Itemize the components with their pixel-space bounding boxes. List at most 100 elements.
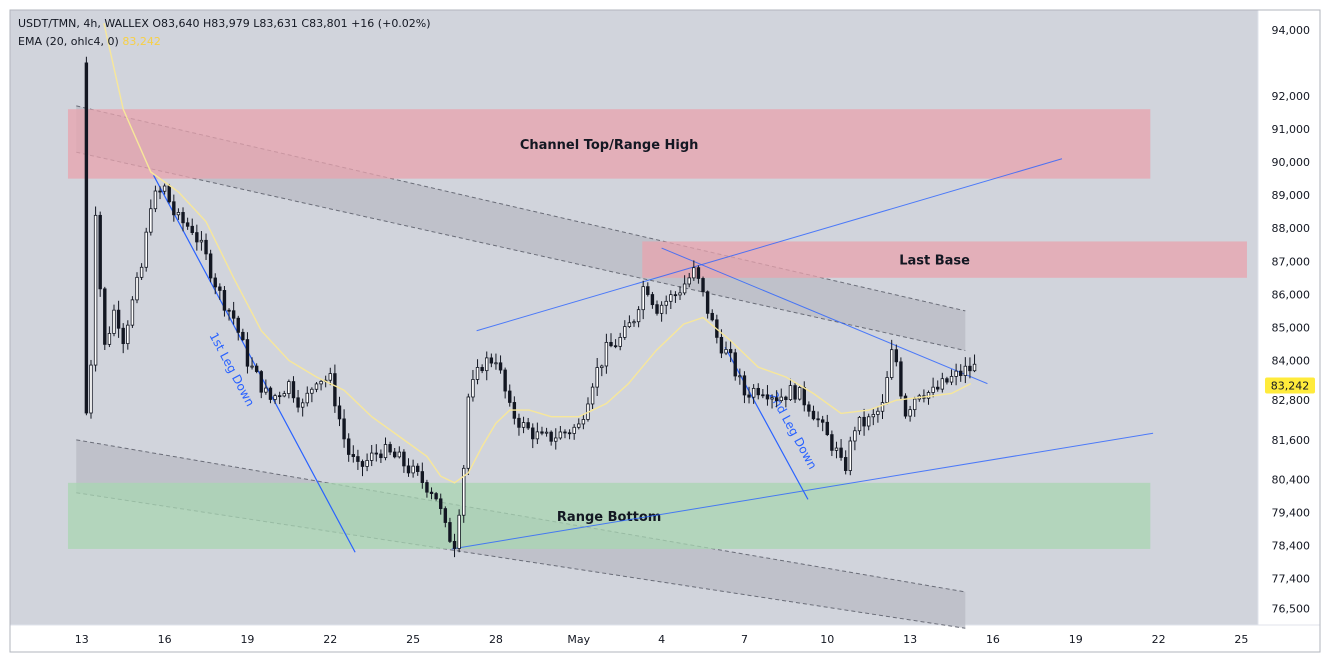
y-tick-label: 77,400 — [1272, 573, 1311, 586]
candle-body — [351, 454, 355, 457]
candle-body — [613, 345, 618, 348]
high-value: H83,979 — [203, 17, 250, 30]
candle-body — [825, 421, 829, 436]
candle-body — [535, 431, 540, 440]
candle-body — [636, 309, 641, 323]
candle-body — [393, 451, 397, 458]
y-tick-label: 76,500 — [1272, 602, 1311, 615]
candle-body — [167, 185, 171, 203]
support-zone — [67, 482, 1151, 549]
candle-body — [820, 419, 825, 423]
y-tick-label: 86,000 — [1272, 288, 1311, 301]
candle-body — [728, 349, 733, 354]
x-tick-label: 19 — [240, 633, 254, 646]
candle-body — [526, 422, 530, 429]
candle-body — [733, 352, 737, 377]
candle-body — [899, 361, 903, 397]
candle-body — [503, 369, 507, 392]
candle-body — [296, 397, 300, 408]
candle-body — [420, 471, 425, 483]
candle-body — [747, 394, 751, 398]
symbol-label[interactable]: USDT/TMN, 4h, WALLEX — [18, 17, 149, 30]
candle-body — [388, 444, 392, 453]
candle-body — [397, 451, 402, 458]
x-tick-label: 22 — [323, 633, 337, 646]
candle-body — [687, 277, 691, 285]
candle-body — [153, 190, 158, 210]
candle-body — [673, 294, 678, 297]
candle-body — [227, 309, 231, 312]
candle-body — [774, 397, 779, 402]
candle-body — [567, 432, 572, 435]
candle-body — [959, 370, 963, 376]
candle-body — [268, 387, 273, 400]
candle-body — [604, 341, 609, 367]
candle-body — [600, 365, 604, 368]
candle-body — [489, 357, 494, 364]
candle-body — [494, 362, 498, 365]
candle-body — [429, 491, 434, 494]
trend-line — [661, 247, 988, 385]
candle-body — [452, 541, 457, 549]
candle-body — [517, 417, 521, 428]
candle-body — [623, 326, 627, 338]
candle-body — [862, 416, 866, 427]
x-tick-label: 19 — [1069, 633, 1083, 646]
y-tick-label: 94,000 — [1272, 24, 1311, 37]
candle-body — [383, 444, 388, 459]
candle-body — [558, 431, 563, 439]
candle-body — [130, 299, 135, 326]
channel-lower-line — [76, 151, 966, 352]
candle-body — [139, 266, 144, 278]
candle-body — [779, 396, 783, 402]
x-tick-label: 28 — [489, 633, 503, 646]
candle-body — [172, 201, 176, 216]
candle-body — [439, 498, 443, 509]
y-tick-label: 89,000 — [1272, 189, 1311, 202]
candle-body — [669, 294, 673, 302]
candle-body — [346, 438, 351, 455]
candle-body — [181, 212, 185, 224]
candles-group — [84, 56, 977, 558]
y-tick-label: 90,000 — [1272, 156, 1311, 169]
trend-line — [724, 346, 809, 500]
candle-body — [659, 304, 664, 314]
x-tick-label: 7 — [741, 633, 748, 646]
candle-body — [89, 364, 93, 414]
candle-body — [245, 339, 250, 367]
candle-body — [314, 383, 319, 390]
symbol-info-row: USDT/TMN, 4h, WALLEX O83,640 H83,979 L83… — [18, 17, 431, 30]
candle-body — [282, 393, 286, 397]
candle-body — [742, 375, 747, 396]
candle-body — [360, 461, 365, 467]
y-tick-label: 85,000 — [1272, 321, 1311, 334]
candle-body — [254, 365, 259, 372]
candle-body — [609, 341, 613, 347]
candle-body — [549, 431, 553, 442]
trend-line — [451, 432, 1154, 550]
candle-body — [273, 395, 277, 400]
channel-upper-line — [76, 105, 966, 312]
x-tick-label: May — [567, 633, 590, 646]
candle-body — [190, 225, 194, 233]
candle-body — [926, 392, 931, 399]
candle-body — [365, 460, 369, 467]
candle-body — [876, 410, 880, 415]
indicator-value: 83,242 — [122, 35, 161, 48]
indicator-label[interactable]: EMA (20, ohlc4, 0) — [18, 35, 119, 48]
candle-body — [811, 410, 816, 420]
candle-body — [793, 385, 797, 400]
candle-body — [701, 278, 705, 293]
candle-body — [618, 336, 622, 347]
candle-body — [218, 286, 222, 291]
y-tick-label: 80,400 — [1272, 474, 1311, 487]
candle-body — [126, 324, 130, 345]
candle-body — [963, 365, 968, 376]
candle-body — [544, 431, 549, 434]
candle-body — [204, 239, 208, 255]
candle-body — [485, 357, 489, 372]
candle-body — [696, 267, 701, 279]
candle-body — [231, 310, 236, 319]
zone-label: Channel Top/Range High — [520, 138, 699, 153]
